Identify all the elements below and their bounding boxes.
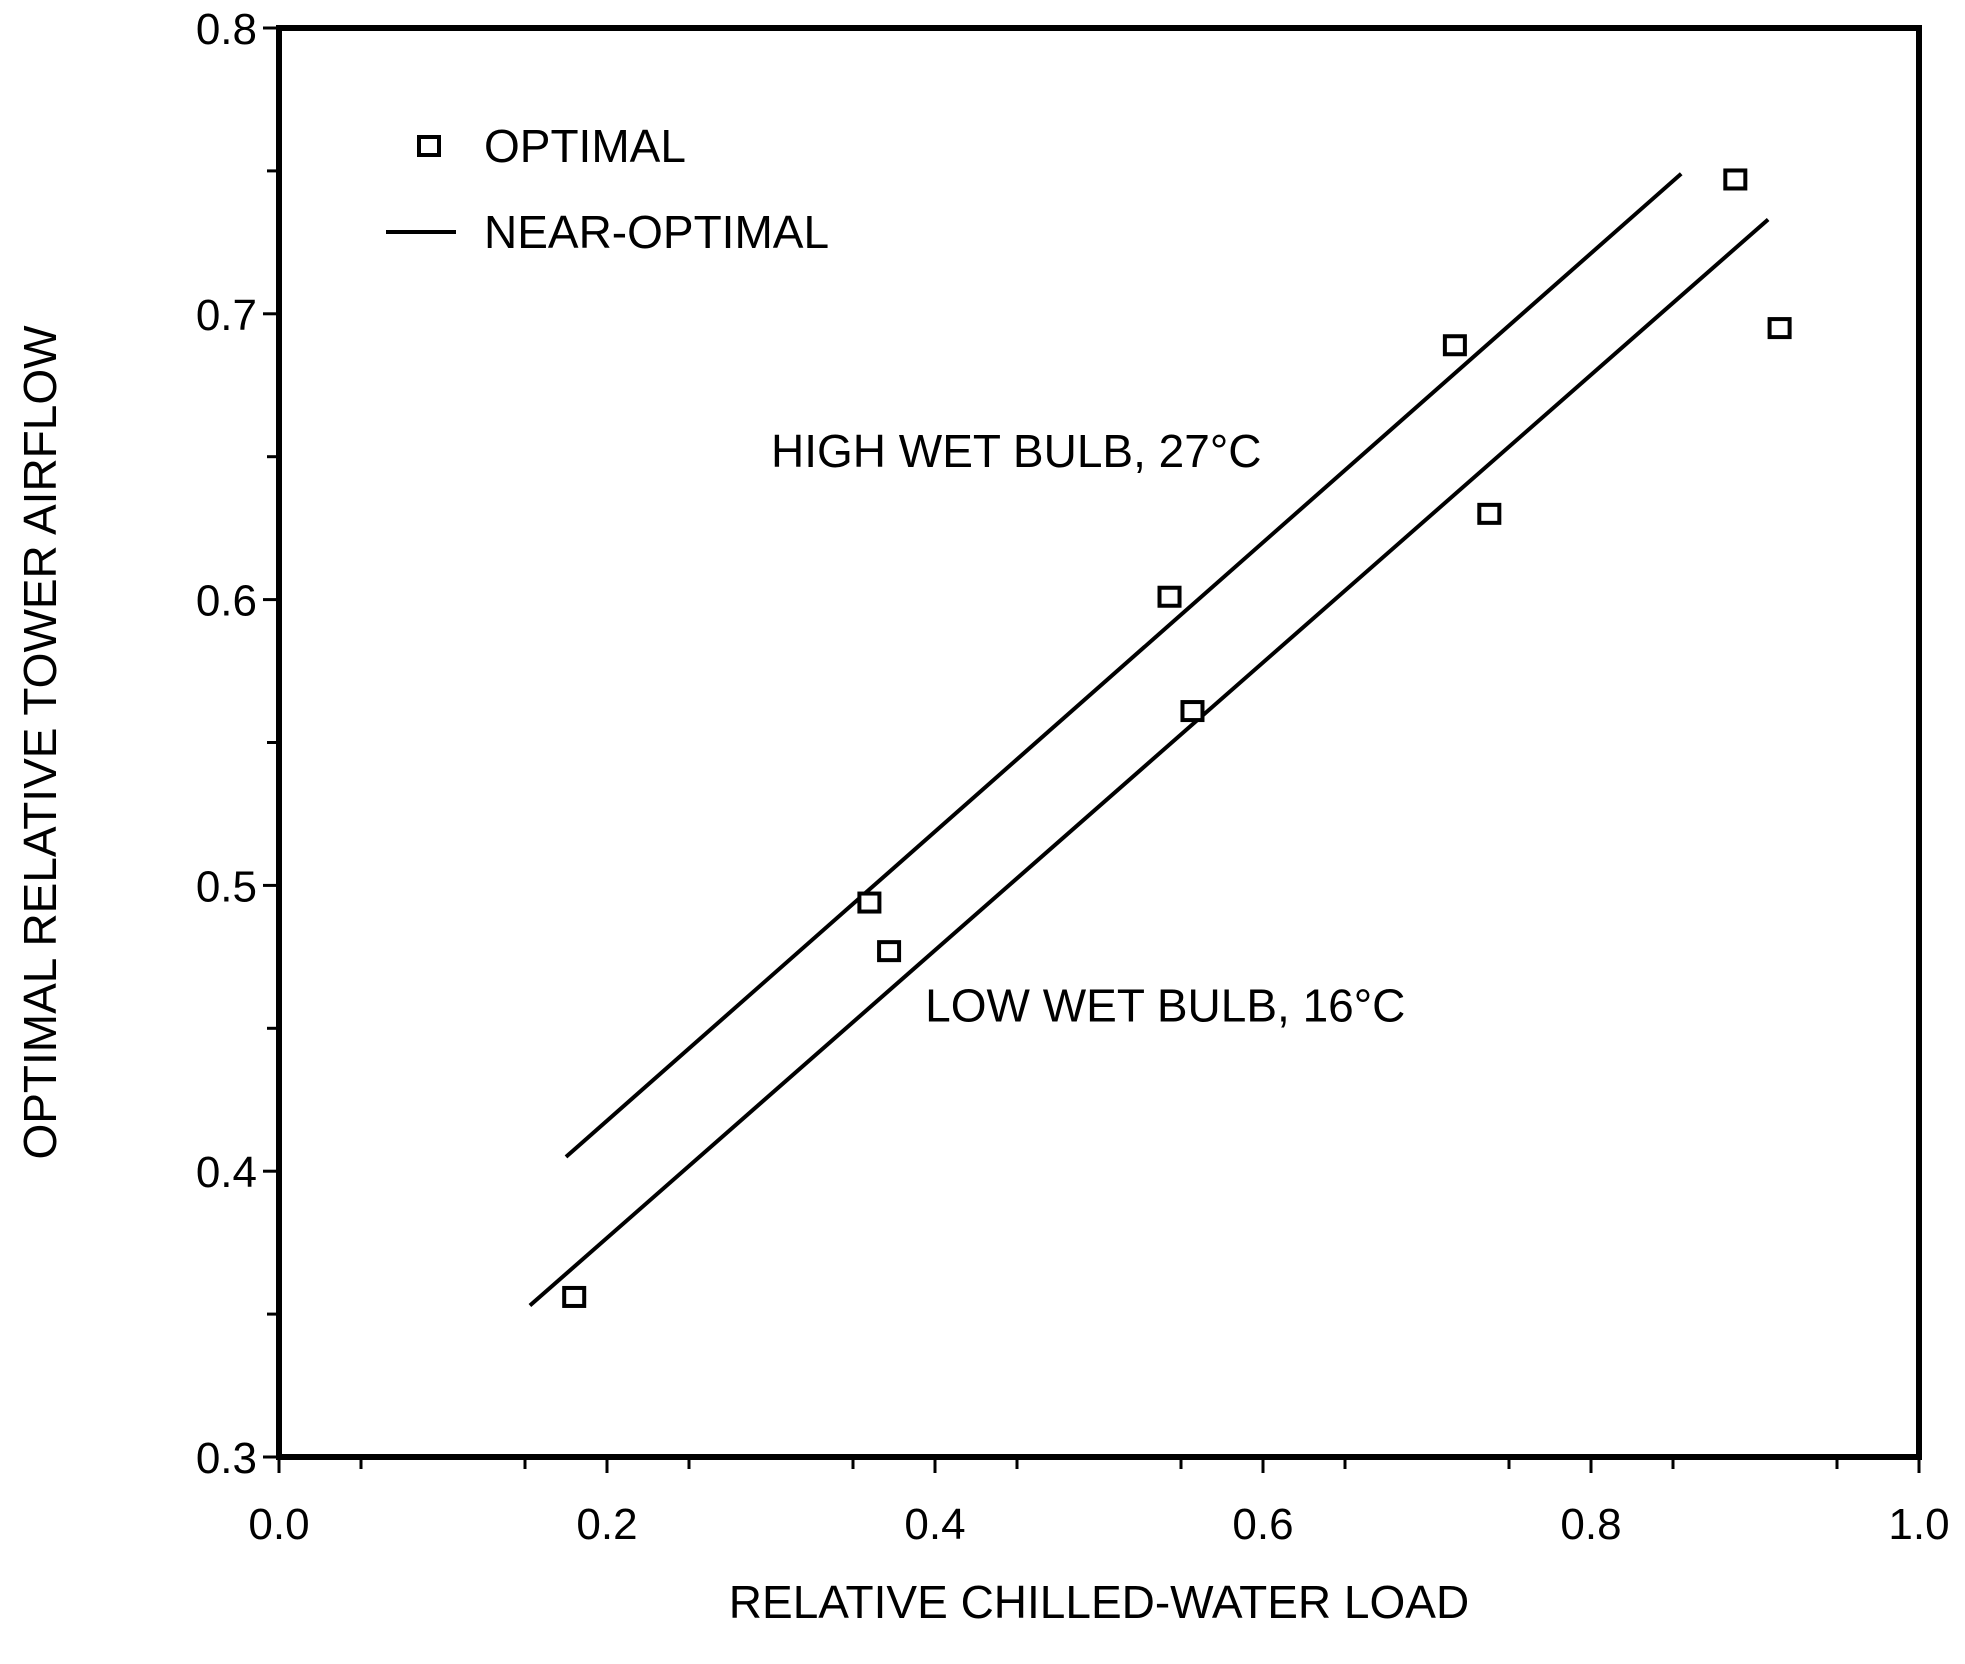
legend-label: OPTIMAL [484,120,686,172]
series-annotation: HIGH WET BULB, 27°C [771,425,1261,477]
y-tick-label: 0.7 [196,291,257,340]
y-tick-label: 0.5 [196,862,257,911]
fit-lines [528,172,1770,1308]
optimal-point [1157,585,1182,608]
y-tick-label: 0.6 [196,577,257,626]
optimal-point [1180,700,1205,723]
x-tick-label: 0.0 [248,1500,309,1549]
near-optimal-line [528,217,1770,1308]
near-optimal-line [564,172,1683,1159]
optimal-point [1767,317,1792,340]
optimal-point [562,1285,587,1308]
x-tick-label: 1.0 [1888,1500,1949,1549]
annotations: HIGH WET BULB, 27°C LOW WET BULB, 16°C [771,425,1405,1031]
y-tick-label: 0.3 [196,1434,257,1483]
y-tick-label: 0.8 [196,5,257,54]
x-tick-label: 0.4 [904,1500,965,1549]
x-tick-label: 0.8 [1560,1500,1621,1549]
optimal-point [857,891,882,914]
axis-ticks: 0.0 0.2 0.4 0.6 0.8 1.0 0.3 0.4 0.5 0.6 0.7 0.8 [196,5,1950,1549]
x-axis-label: RELATIVE CHILLED-WATER LOAD [729,1576,1469,1628]
optimal-point [1723,168,1748,191]
x-tick-label: 0.2 [576,1500,637,1549]
optimal-point [1442,334,1467,357]
legend-square-marker [417,135,441,157]
y-tick-label: 0.4 [196,1148,257,1197]
legend: OPTIMAL NEAR-OPTIMAL [386,120,829,258]
optimal-point [877,940,902,963]
data-points [562,168,1792,1308]
y-axis-label: OPTIMAL RELATIVE TOWER AIRFLOW [14,325,66,1160]
optimal-point [1477,502,1502,525]
series-annotation: LOW WET BULB, 16°C [925,979,1405,1031]
legend-label: NEAR-OPTIMAL [484,206,829,258]
x-tick-label: 0.6 [1232,1500,1293,1549]
